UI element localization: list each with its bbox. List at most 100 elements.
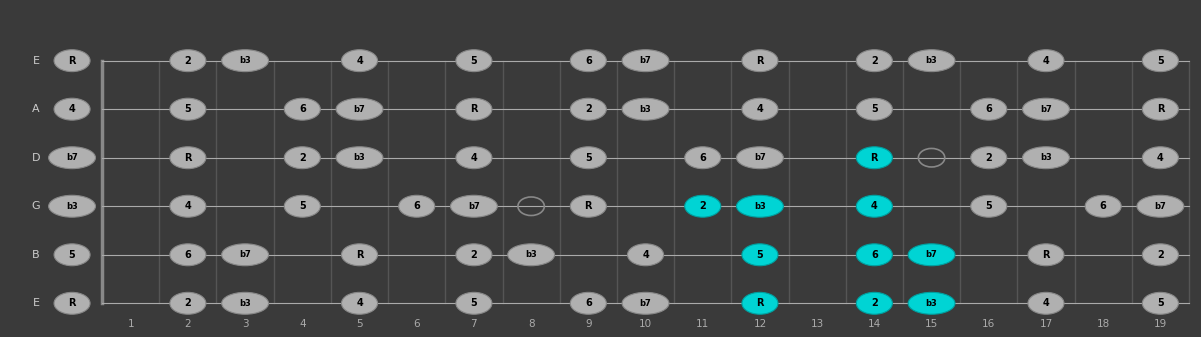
Text: 6: 6 [585, 56, 592, 66]
Text: R: R [184, 153, 192, 163]
Ellipse shape [285, 147, 321, 168]
Text: b3: b3 [1040, 153, 1052, 162]
Ellipse shape [970, 195, 1006, 217]
Text: 6: 6 [585, 298, 592, 308]
Text: 5: 5 [471, 56, 477, 66]
Text: 19: 19 [1154, 318, 1167, 329]
Ellipse shape [856, 244, 892, 266]
Ellipse shape [169, 244, 205, 266]
Ellipse shape [570, 98, 607, 120]
Text: 4: 4 [1042, 298, 1050, 308]
Ellipse shape [48, 147, 95, 168]
Text: 9: 9 [585, 318, 592, 329]
Text: E: E [32, 56, 40, 66]
Ellipse shape [341, 292, 377, 314]
Ellipse shape [1142, 244, 1178, 266]
Text: 17: 17 [1039, 318, 1052, 329]
Text: 2: 2 [985, 153, 992, 163]
Text: R: R [355, 250, 363, 260]
Ellipse shape [169, 292, 205, 314]
Text: 6: 6 [1100, 201, 1106, 211]
Text: R: R [68, 298, 76, 308]
Ellipse shape [169, 195, 205, 217]
Text: 8: 8 [527, 318, 534, 329]
Ellipse shape [456, 244, 492, 266]
Text: 4: 4 [357, 56, 363, 66]
Text: D: D [31, 153, 41, 163]
Text: 6: 6 [413, 318, 420, 329]
Ellipse shape [1142, 98, 1178, 120]
Ellipse shape [970, 147, 1006, 168]
Ellipse shape [341, 50, 377, 72]
Text: 4: 4 [471, 153, 477, 163]
Ellipse shape [285, 98, 321, 120]
Text: 7: 7 [471, 318, 477, 329]
Text: 6: 6 [699, 153, 706, 163]
Ellipse shape [856, 50, 892, 72]
Text: b3: b3 [754, 202, 766, 211]
Text: R: R [1157, 104, 1164, 114]
Ellipse shape [1086, 195, 1122, 217]
Text: 5: 5 [871, 104, 878, 114]
Text: 5: 5 [185, 104, 191, 114]
Text: 4: 4 [1042, 56, 1050, 66]
Ellipse shape [742, 244, 778, 266]
Text: E: E [32, 298, 40, 308]
Text: 5: 5 [985, 201, 992, 211]
Text: 5: 5 [1157, 298, 1164, 308]
Text: 10: 10 [639, 318, 652, 329]
Text: b7: b7 [926, 250, 938, 259]
Text: R: R [757, 56, 764, 66]
Text: b3: b3 [525, 250, 537, 259]
Text: b3: b3 [239, 56, 251, 65]
Ellipse shape [169, 98, 205, 120]
Ellipse shape [736, 147, 783, 168]
Ellipse shape [341, 244, 377, 266]
Ellipse shape [456, 98, 492, 120]
Text: 4: 4 [357, 298, 363, 308]
Ellipse shape [736, 195, 783, 217]
Ellipse shape [508, 244, 555, 266]
Text: R: R [470, 104, 478, 114]
Text: 4: 4 [185, 201, 191, 211]
Text: 4: 4 [643, 250, 649, 260]
Ellipse shape [222, 292, 269, 314]
Ellipse shape [1137, 195, 1184, 217]
Text: b7: b7 [66, 153, 78, 162]
Text: b7: b7 [353, 105, 365, 114]
Text: 5: 5 [68, 250, 76, 260]
Text: b3: b3 [239, 299, 251, 308]
Ellipse shape [399, 195, 435, 217]
Ellipse shape [48, 195, 95, 217]
Ellipse shape [54, 244, 90, 266]
Text: 2: 2 [185, 56, 191, 66]
Ellipse shape [169, 147, 205, 168]
Ellipse shape [570, 292, 607, 314]
Text: 4: 4 [299, 318, 305, 329]
Text: 6: 6 [185, 250, 191, 260]
Ellipse shape [456, 292, 492, 314]
Text: b7: b7 [1040, 105, 1052, 114]
Ellipse shape [908, 50, 955, 72]
Ellipse shape [54, 50, 90, 72]
Text: b7: b7 [239, 250, 251, 259]
Ellipse shape [1142, 292, 1178, 314]
Ellipse shape [450, 195, 497, 217]
Ellipse shape [627, 244, 663, 266]
Text: b3: b3 [353, 153, 365, 162]
Text: 4: 4 [1157, 153, 1164, 163]
Text: B: B [32, 250, 40, 260]
Text: R: R [871, 153, 878, 163]
Text: b3: b3 [926, 299, 938, 308]
Text: 12: 12 [753, 318, 766, 329]
Text: 5: 5 [357, 318, 363, 329]
Ellipse shape [622, 292, 669, 314]
Text: 5: 5 [471, 298, 477, 308]
Text: G: G [31, 201, 41, 211]
Ellipse shape [336, 147, 383, 168]
Text: 16: 16 [982, 318, 996, 329]
Ellipse shape [1028, 50, 1064, 72]
Text: 2: 2 [299, 153, 306, 163]
Text: b7: b7 [468, 202, 479, 211]
Text: 5: 5 [585, 153, 592, 163]
